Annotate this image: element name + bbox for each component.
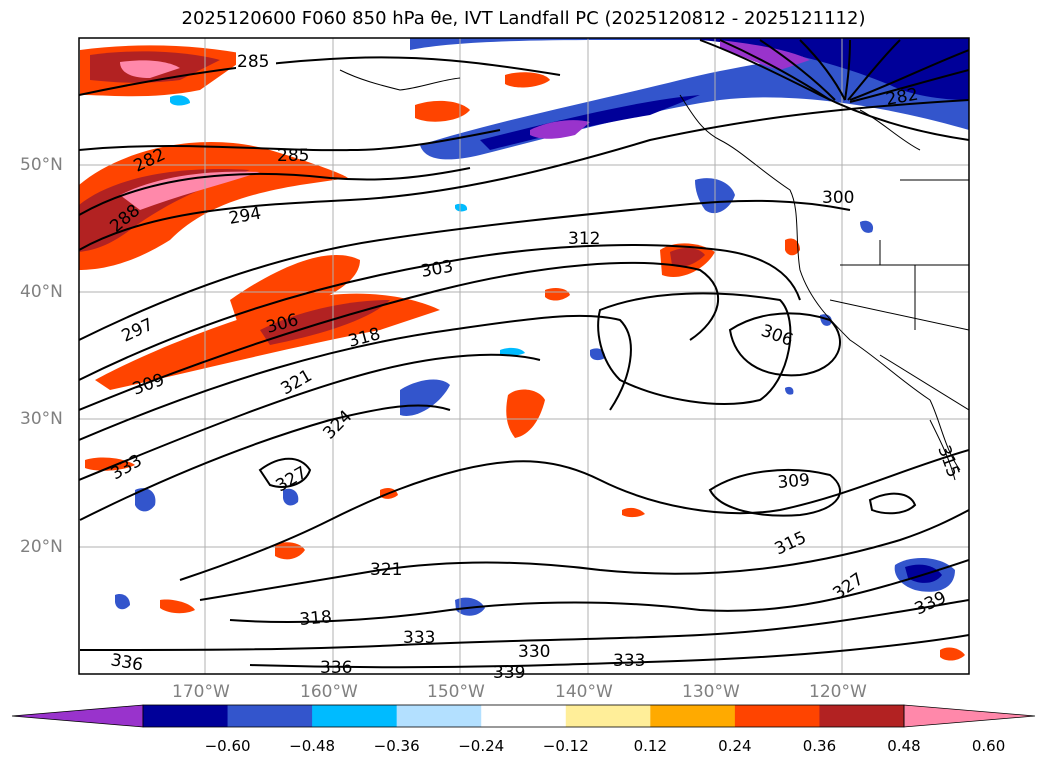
coastlines: [339, 69, 969, 481]
contour-label: 309: [777, 470, 811, 493]
colorbar-bin: [734, 705, 820, 727]
lat-label: 40°N: [20, 282, 63, 302]
colorbar-frame: [142, 704, 905, 728]
lat-label: 20°N: [20, 537, 63, 557]
negative-anomaly-shading: [115, 38, 969, 616]
colorbar-tick-label: −0.60: [204, 737, 251, 755]
colorbar-bin: [481, 705, 567, 727]
colorbar-tick-label: −0.48: [289, 737, 336, 755]
map-frame: [78, 37, 970, 675]
lon-label: 130°W: [682, 682, 740, 702]
colorbar-tick-label: 0.12: [633, 737, 668, 755]
lon-label: 170°W: [172, 682, 230, 702]
colorbar-bin: [227, 705, 313, 727]
colorbar-bin: [819, 705, 905, 727]
contour-label: 336: [320, 658, 352, 678]
colorbar-bin: [396, 705, 482, 727]
colorbar-tick-label: 0.24: [718, 737, 752, 755]
lon-label: 150°W: [427, 682, 485, 702]
colorbar-bin: [650, 705, 736, 727]
colorbar-bin: [565, 705, 651, 727]
colorbar-bin: [312, 705, 398, 727]
map-title: 2025120600 F060 850 hPa θe, IVT Landfall…: [181, 8, 866, 29]
colorbar: [11, 704, 1036, 728]
contour-label: 318: [299, 607, 333, 630]
colorbar-tick-label: 0.36: [802, 737, 837, 755]
lat-label: 50°N: [20, 155, 63, 175]
theta-e-contours: [79, 39, 969, 669]
contour-label: 330: [518, 642, 550, 662]
colorbar-tick-label: 0.48: [887, 737, 921, 755]
colorbar-tick-label: 0.60: [971, 737, 1006, 755]
lon-label: 120°W: [809, 682, 867, 702]
lon-label: 160°W: [300, 682, 358, 702]
colorbar-tick-label: −0.12: [542, 737, 589, 755]
lon-label: 140°W: [555, 682, 613, 702]
contour-label: 285: [237, 52, 269, 72]
colorbar-extend-high: [903, 704, 1036, 728]
contour-label: 333: [613, 651, 645, 671]
colorbar-bin: [143, 705, 229, 727]
colorbar-extend-low: [11, 704, 144, 728]
contour-labels: 285 282 288 285 294 297 306 303 312 318 …: [106, 50, 963, 683]
contour-label: 321: [370, 560, 402, 580]
contour-label: 285: [277, 146, 309, 166]
lat-label: 30°N: [20, 409, 63, 429]
contour-label: 312: [568, 229, 600, 249]
colorbar-tick-label: −0.24: [458, 737, 505, 755]
contour-label: 300: [822, 188, 854, 208]
colorbar-tick-label: −0.36: [373, 737, 420, 755]
contour-label: 339: [493, 663, 525, 683]
contour-label: 333: [403, 628, 435, 648]
